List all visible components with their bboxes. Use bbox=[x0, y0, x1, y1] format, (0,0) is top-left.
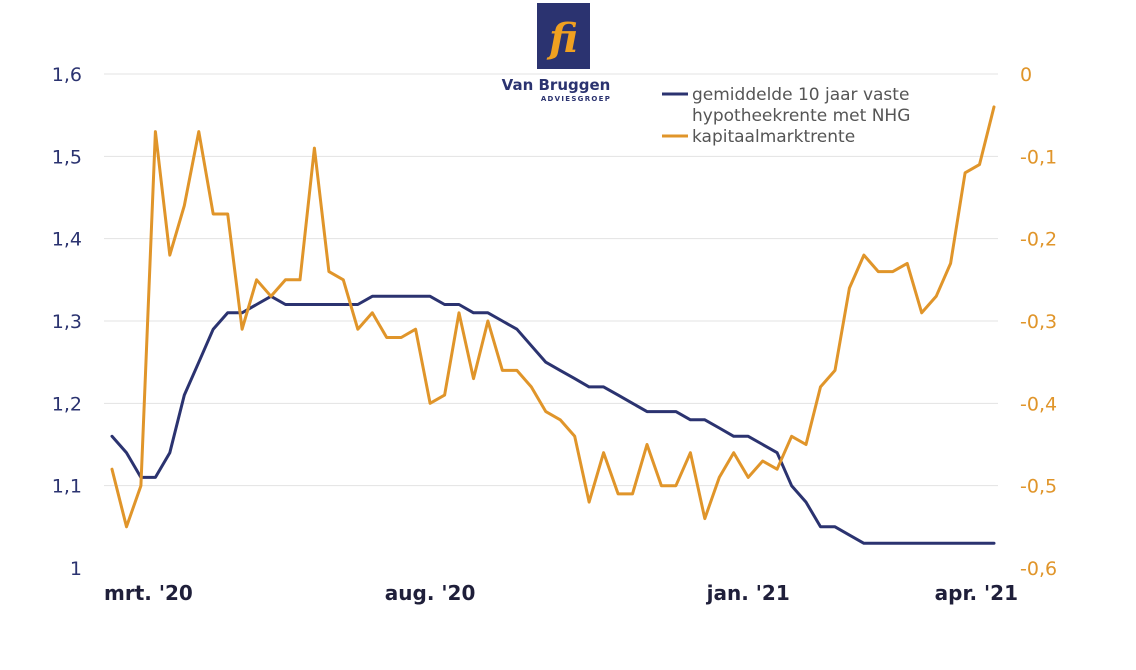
x-tick-label: mrt. '20 bbox=[104, 581, 193, 605]
y-right-tick-label: -0,2 bbox=[1020, 229, 1057, 251]
y-left-tick-label: 1,6 bbox=[52, 64, 82, 86]
x-tick-label: aug. '20 bbox=[385, 581, 476, 605]
series-line-kapitaalmarktrente bbox=[110, 105, 996, 529]
logo-glyph-icon: fi bbox=[546, 15, 578, 62]
y-right-tick-label: -0,1 bbox=[1020, 146, 1057, 168]
y-right-tick-label: -0,6 bbox=[1020, 558, 1057, 580]
legend-label: hypotheekrente met NHG bbox=[692, 106, 910, 126]
logo-box bbox=[537, 3, 590, 69]
logo-subtitle: ADVIESGROEP bbox=[541, 95, 611, 103]
y-left-tick-label: 1,5 bbox=[52, 146, 82, 168]
y-left-tick-label: 1,3 bbox=[52, 311, 82, 333]
y-left-tick-label: 1,1 bbox=[52, 476, 82, 498]
y-right-tick-label: -0,3 bbox=[1020, 311, 1057, 333]
x-tick-label: apr. '21 bbox=[935, 581, 1018, 605]
x-axis-ticks: mrt. '20 aug. '20 jan. '21 apr. '21 bbox=[104, 581, 1018, 605]
logo-name: Van Bruggen bbox=[502, 76, 611, 94]
y-right-tick-label: -0,5 bbox=[1020, 476, 1057, 498]
y-axis-right-ticks: -0,6 -0,5 -0,4 -0,3 -0,2 -0,1 0 bbox=[1020, 64, 1057, 580]
y-right-tick-label: -0,4 bbox=[1020, 393, 1057, 415]
series-lines bbox=[110, 105, 996, 545]
legend-label: kapitaalmarktrente bbox=[692, 127, 855, 147]
y-axis-left-ticks: 1 1,1 1,2 1,3 1,4 1,5 1,6 bbox=[52, 64, 82, 580]
y-left-tick-label: 1,2 bbox=[52, 393, 82, 415]
y-right-tick-label: 0 bbox=[1020, 64, 1032, 86]
y-left-tick-label: 1,4 bbox=[52, 229, 82, 251]
y-left-tick-label: 1 bbox=[70, 558, 82, 580]
x-tick-label: jan. '21 bbox=[706, 581, 790, 605]
grid-lines bbox=[104, 73, 998, 487]
legend-label: gemiddelde 10 jaar vaste bbox=[692, 85, 909, 105]
logo: fi Van Bruggen ADVIESGROEP bbox=[502, 3, 611, 103]
series-line-hypotheekrente bbox=[110, 294, 996, 545]
